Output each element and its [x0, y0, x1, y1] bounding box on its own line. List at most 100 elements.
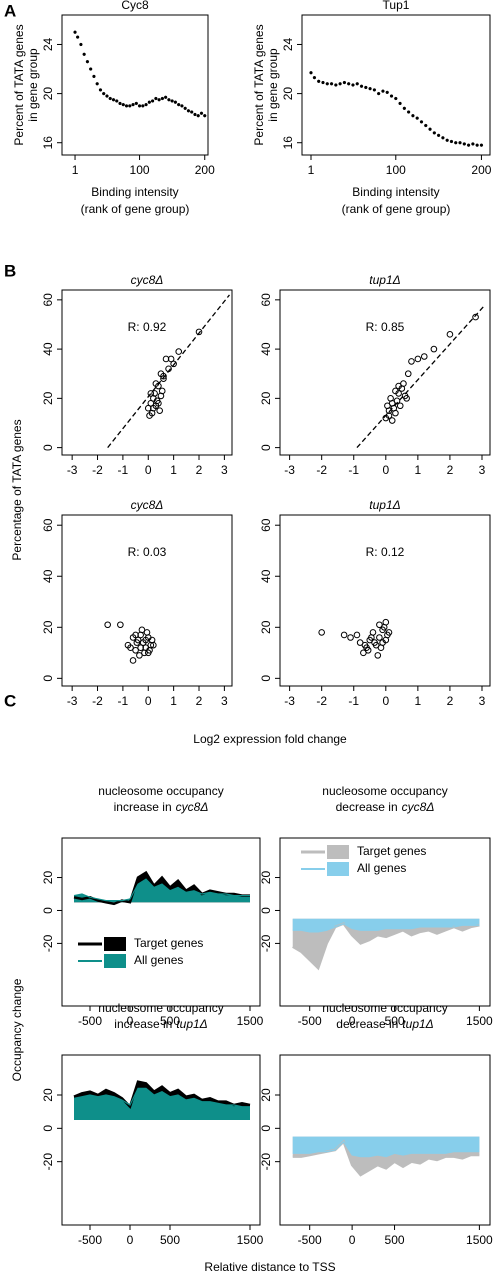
- area-fill: [292, 918, 480, 932]
- x-tick-label: 0: [382, 463, 389, 477]
- point: [454, 141, 458, 145]
- y-axis-label: Percentage of TATA genes: [10, 419, 24, 560]
- point: [475, 143, 479, 147]
- y-axis-label: Occupancy change: [10, 978, 24, 1081]
- frame: [279, 837, 491, 1007]
- point: [388, 417, 396, 424]
- annotation: R: 0.12: [366, 545, 405, 559]
- legend-swatch: [104, 954, 126, 968]
- point: [376, 634, 383, 641]
- y-tick-label: 20: [41, 87, 55, 101]
- point: [199, 111, 204, 115]
- point: [144, 102, 148, 107]
- y-tick-label: -20: [259, 934, 273, 952]
- chart-title-part: tup1Δ: [176, 1017, 207, 1031]
- plot-area: [292, 1136, 480, 1177]
- point: [127, 644, 134, 652]
- point: [446, 331, 454, 338]
- point: [368, 87, 372, 91]
- point: [428, 127, 432, 131]
- point: [353, 631, 361, 639]
- point: [390, 404, 398, 412]
- y-tick-label: 0: [41, 444, 55, 451]
- point: [371, 639, 378, 646]
- x-tick-label: -2: [316, 694, 327, 708]
- y-axis-label: in gene group: [26, 48, 40, 122]
- x-tick-label: -3: [284, 463, 295, 477]
- point: [472, 313, 479, 321]
- point: [108, 96, 112, 101]
- x-tick-label: 1: [170, 463, 177, 477]
- point: [163, 95, 168, 99]
- y-tick-label: 40: [259, 569, 273, 583]
- point: [445, 138, 449, 142]
- x-tick-label: -2: [92, 694, 103, 708]
- point: [359, 84, 364, 88]
- point: [170, 360, 177, 368]
- point: [142, 636, 150, 644]
- x-tick-label: 500: [160, 1014, 180, 1028]
- series-line: [73, 1087, 250, 1108]
- point: [430, 345, 438, 353]
- chart-title: nucleosome occupancy: [322, 784, 447, 798]
- point: [387, 395, 394, 402]
- panel-letter: C: [4, 691, 16, 710]
- point: [95, 82, 99, 86]
- point: [124, 104, 129, 108]
- point: [167, 98, 171, 102]
- area-fill: [292, 1136, 480, 1157]
- point: [449, 139, 454, 144]
- point: [115, 99, 119, 103]
- annotation: R: 0.03: [128, 545, 167, 559]
- y-tick-label: 0: [41, 907, 55, 914]
- point: [361, 641, 369, 649]
- point: [340, 631, 348, 639]
- x-tick-label: -500: [78, 1233, 102, 1247]
- chart-title: Cyc8: [121, 0, 149, 12]
- y-axis-label: in gene group: [266, 48, 280, 122]
- x-tick-label: 3: [479, 694, 486, 708]
- x-tick-label: 0: [382, 694, 389, 708]
- x-tick-label: 1500: [237, 1014, 264, 1028]
- y-tick-label: 0: [259, 675, 273, 682]
- y-tick-label: 0: [259, 1125, 273, 1132]
- point: [394, 96, 398, 101]
- point: [134, 101, 138, 106]
- point: [398, 101, 402, 106]
- point: [309, 71, 313, 75]
- point: [415, 116, 419, 120]
- chart-title: nucleosome occupancy: [98, 784, 223, 798]
- y-tick-label: 0: [41, 675, 55, 682]
- y-tick-label: 0: [259, 907, 273, 914]
- point: [102, 91, 106, 96]
- frame: [301, 14, 491, 156]
- point: [403, 395, 410, 402]
- point: [177, 102, 181, 107]
- point: [104, 621, 111, 629]
- point: [381, 89, 385, 93]
- area-fill: [74, 1088, 250, 1120]
- legend-label: All genes: [357, 861, 406, 875]
- y-tick-label: 40: [259, 342, 273, 356]
- point: [414, 355, 422, 363]
- x-tick-label: -1: [348, 694, 359, 708]
- y-tick-label: 20: [281, 87, 295, 101]
- point: [342, 80, 347, 85]
- point: [384, 402, 391, 410]
- point: [318, 629, 325, 636]
- x-tick-label: -3: [67, 694, 78, 708]
- point: [111, 98, 116, 102]
- chart-title: decrease in cyc8Δ: [336, 800, 435, 814]
- point: [347, 634, 354, 641]
- y-tick-label: 20: [41, 391, 55, 405]
- point: [121, 102, 125, 107]
- point: [170, 99, 174, 103]
- point: [131, 102, 135, 107]
- legend-label: All genes: [134, 953, 183, 967]
- series-line: [73, 870, 250, 906]
- y-tick-label: 20: [41, 871, 55, 885]
- x-tick-label: 3: [479, 463, 486, 477]
- point: [408, 358, 415, 365]
- x-tick-label: 1500: [466, 1233, 493, 1247]
